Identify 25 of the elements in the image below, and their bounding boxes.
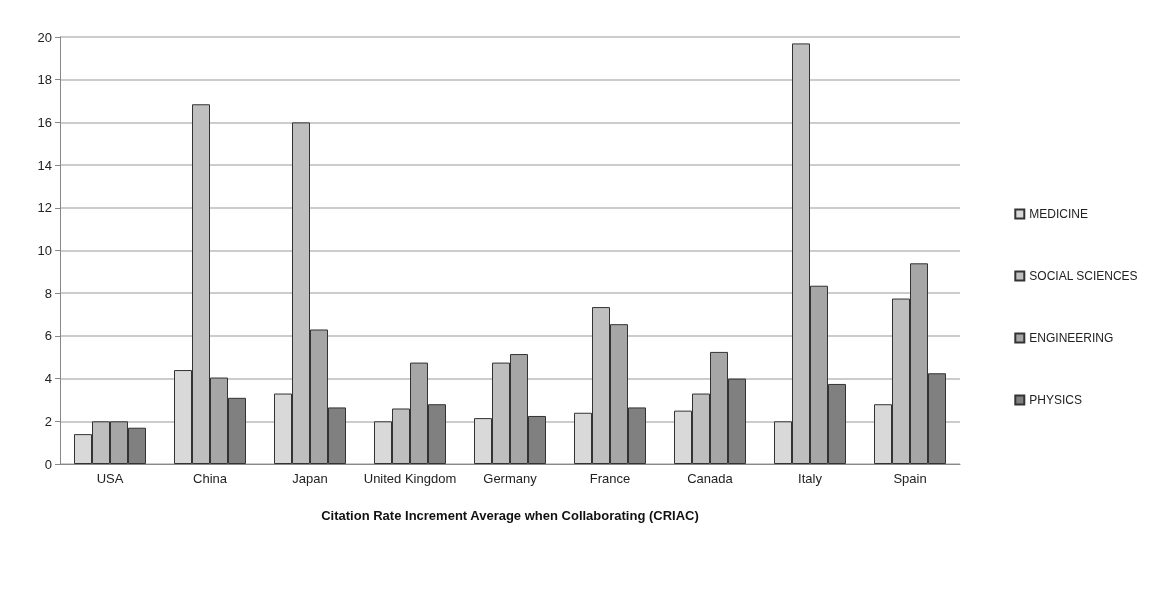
legend-label: SOCIAL SCIENCES bbox=[1029, 269, 1138, 283]
y-tick-label: 12 bbox=[37, 200, 52, 216]
y-tick-label: 10 bbox=[37, 243, 52, 258]
x-axis-title: Citation Rate Increment Average when Collaborating (CRIAC) bbox=[321, 508, 699, 523]
x-tick-label: USA bbox=[96, 471, 124, 486]
y-tick-label: 8 bbox=[44, 285, 52, 301]
y-tick-label: 20 bbox=[37, 29, 52, 45]
legend-label: PHYSICS bbox=[1029, 393, 1082, 407]
x-tick-label: Spain bbox=[893, 471, 927, 486]
y-tick-label: 18 bbox=[37, 72, 52, 88]
x-tick-label: Japan bbox=[292, 471, 328, 486]
x-tick-label: France bbox=[589, 471, 631, 486]
y-tick-label: 0 bbox=[44, 456, 52, 472]
x-tick-label: Germany bbox=[483, 471, 538, 486]
x-tick-label: Italy bbox=[798, 471, 823, 486]
y-tick-label: 16 bbox=[37, 114, 52, 130]
y-tick-label: 14 bbox=[37, 157, 52, 173]
x-tick-label: United Kingdom bbox=[363, 471, 457, 486]
x-tick-label: Canada bbox=[687, 471, 734, 486]
x-tick-label: China bbox=[193, 471, 228, 486]
legend-label: ENGINEERING bbox=[1029, 331, 1114, 345]
y-tick-label: 2 bbox=[44, 413, 52, 429]
y-tick-label: 6 bbox=[44, 328, 52, 344]
y-tick-label: 4 bbox=[44, 371, 52, 387]
legend-label: MEDICINE bbox=[1029, 207, 1088, 221]
